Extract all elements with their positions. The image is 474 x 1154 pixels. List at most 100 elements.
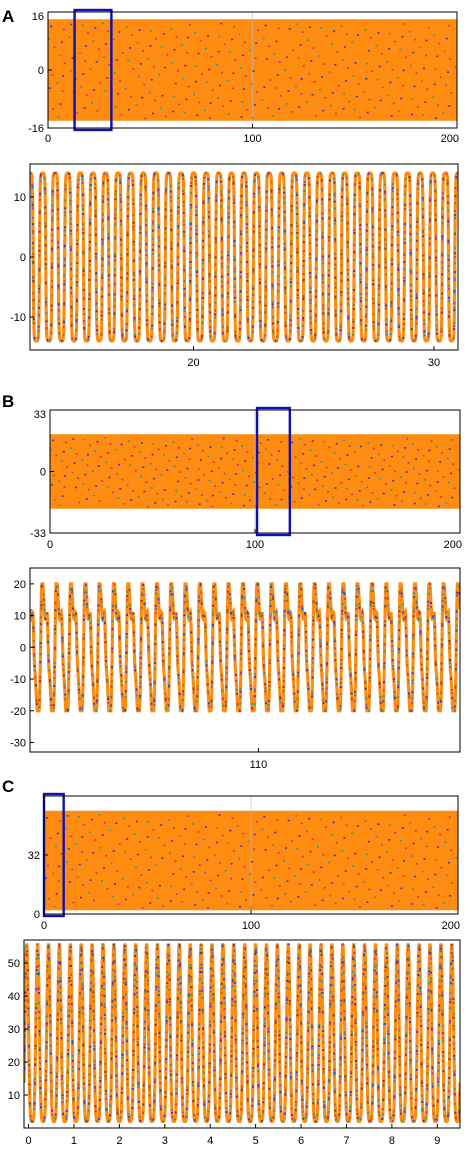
signal-speckle [374, 881, 377, 884]
signal-speckle [60, 853, 63, 855]
signal-speckle [215, 841, 218, 844]
signal-speckle [111, 491, 114, 494]
signal-speckle [353, 108, 356, 111]
signal-speckle [280, 498, 283, 501]
signal-speckle [151, 112, 154, 115]
signal-speckle [351, 26, 354, 28]
signal-speckle [134, 55, 137, 57]
signal-speckle [390, 905, 393, 907]
signal-speckle [210, 55, 213, 58]
signal-speckle [346, 454, 349, 456]
signal-speckle [184, 842, 187, 845]
signal-speckle [232, 850, 235, 852]
signal-speckle [54, 845, 57, 847]
signal-speckle [175, 893, 178, 895]
signal-speckle [135, 820, 138, 823]
signal-speckle [228, 443, 231, 445]
signal-speckle [435, 906, 438, 909]
signal-speckle [265, 448, 268, 450]
signal-speckle [310, 883, 313, 886]
signal-speckle [248, 441, 251, 444]
signal-speckle [167, 504, 170, 506]
signal-speckle [227, 113, 230, 115]
signal-speckle [191, 438, 194, 441]
signal-speckle [82, 73, 85, 75]
signal-speckle [444, 84, 447, 86]
signal-speckle [177, 480, 180, 483]
signal-speckle [456, 502, 459, 505]
signal-speckle [180, 495, 183, 498]
signal-speckle [410, 476, 413, 479]
signal-speckle [300, 497, 303, 499]
signal-speckle [452, 836, 455, 839]
signal-speckle [397, 61, 400, 64]
signal-speckle [221, 71, 224, 74]
signal-speckle [122, 817, 125, 820]
signal-speckle [353, 484, 356, 486]
signal-speckle [371, 861, 374, 863]
plot-area [48, 12, 457, 128]
signal-speckle [178, 56, 181, 59]
signal-speckle [274, 87, 277, 89]
signal-speckle [56, 82, 59, 85]
signal-speckle [220, 457, 223, 460]
signal-speckle [164, 115, 167, 118]
signal-speckle [151, 453, 154, 456]
signal-speckle [48, 87, 51, 89]
signal-speckle [269, 79, 272, 81]
signal-speckle [46, 864, 49, 867]
signal-speckle [206, 859, 209, 861]
signal-speckle [425, 54, 428, 57]
signal-speckle [434, 873, 437, 876]
signal-speckle [172, 441, 175, 444]
signal-speckle [232, 72, 235, 75]
signal-speckle [192, 871, 195, 873]
signal-speckle [235, 108, 238, 110]
signal-speckle [439, 496, 442, 498]
signal-speckle [342, 897, 345, 900]
signal-speckle [433, 455, 436, 458]
signal-speckle [300, 822, 303, 825]
signal-speckle [240, 845, 243, 848]
signal-speckle [215, 63, 218, 66]
signal-speckle [407, 461, 410, 464]
signal-speckle [384, 483, 387, 486]
signal-speckle [188, 23, 191, 26]
signal-speckle [293, 827, 296, 830]
signal-speckle [395, 879, 398, 882]
signal-speckle [255, 91, 258, 93]
signal-speckle [229, 100, 232, 103]
signal-speckle [177, 447, 180, 449]
signal-speckle [455, 100, 457, 102]
signal-speckle [80, 492, 83, 494]
signal-speckle [274, 503, 277, 506]
signal-speckle [159, 107, 162, 110]
signal-speckle [80, 86, 83, 88]
signal-speckle [402, 874, 405, 877]
plot-area [50, 410, 460, 533]
signal-speckle [117, 497, 120, 499]
signal-speckle [145, 481, 148, 484]
signal-speckle [158, 73, 161, 76]
signal-speckle [396, 27, 399, 30]
signal-speckle [415, 72, 418, 75]
signal-speckle [428, 449, 431, 452]
signal-speckle [76, 477, 79, 480]
signal-speckle [147, 821, 150, 823]
signal-speckle [175, 36, 178, 38]
signal-speckle [312, 47, 315, 49]
signal-speckle [402, 456, 405, 458]
signal-speckle [385, 897, 388, 899]
signal-speckle [254, 881, 257, 884]
signal-speckle [118, 842, 121, 845]
signal-speckle [226, 487, 229, 490]
signal-speckle [350, 832, 353, 834]
signal-speckle [134, 866, 137, 868]
signal-speckle [428, 866, 431, 868]
signal-speckle [273, 877, 276, 879]
signal-speckle [54, 465, 57, 468]
signal-speckle [127, 108, 130, 111]
signal-speckle [239, 891, 242, 893]
signal-speckle [50, 483, 53, 486]
signal-speckle [120, 113, 123, 116]
